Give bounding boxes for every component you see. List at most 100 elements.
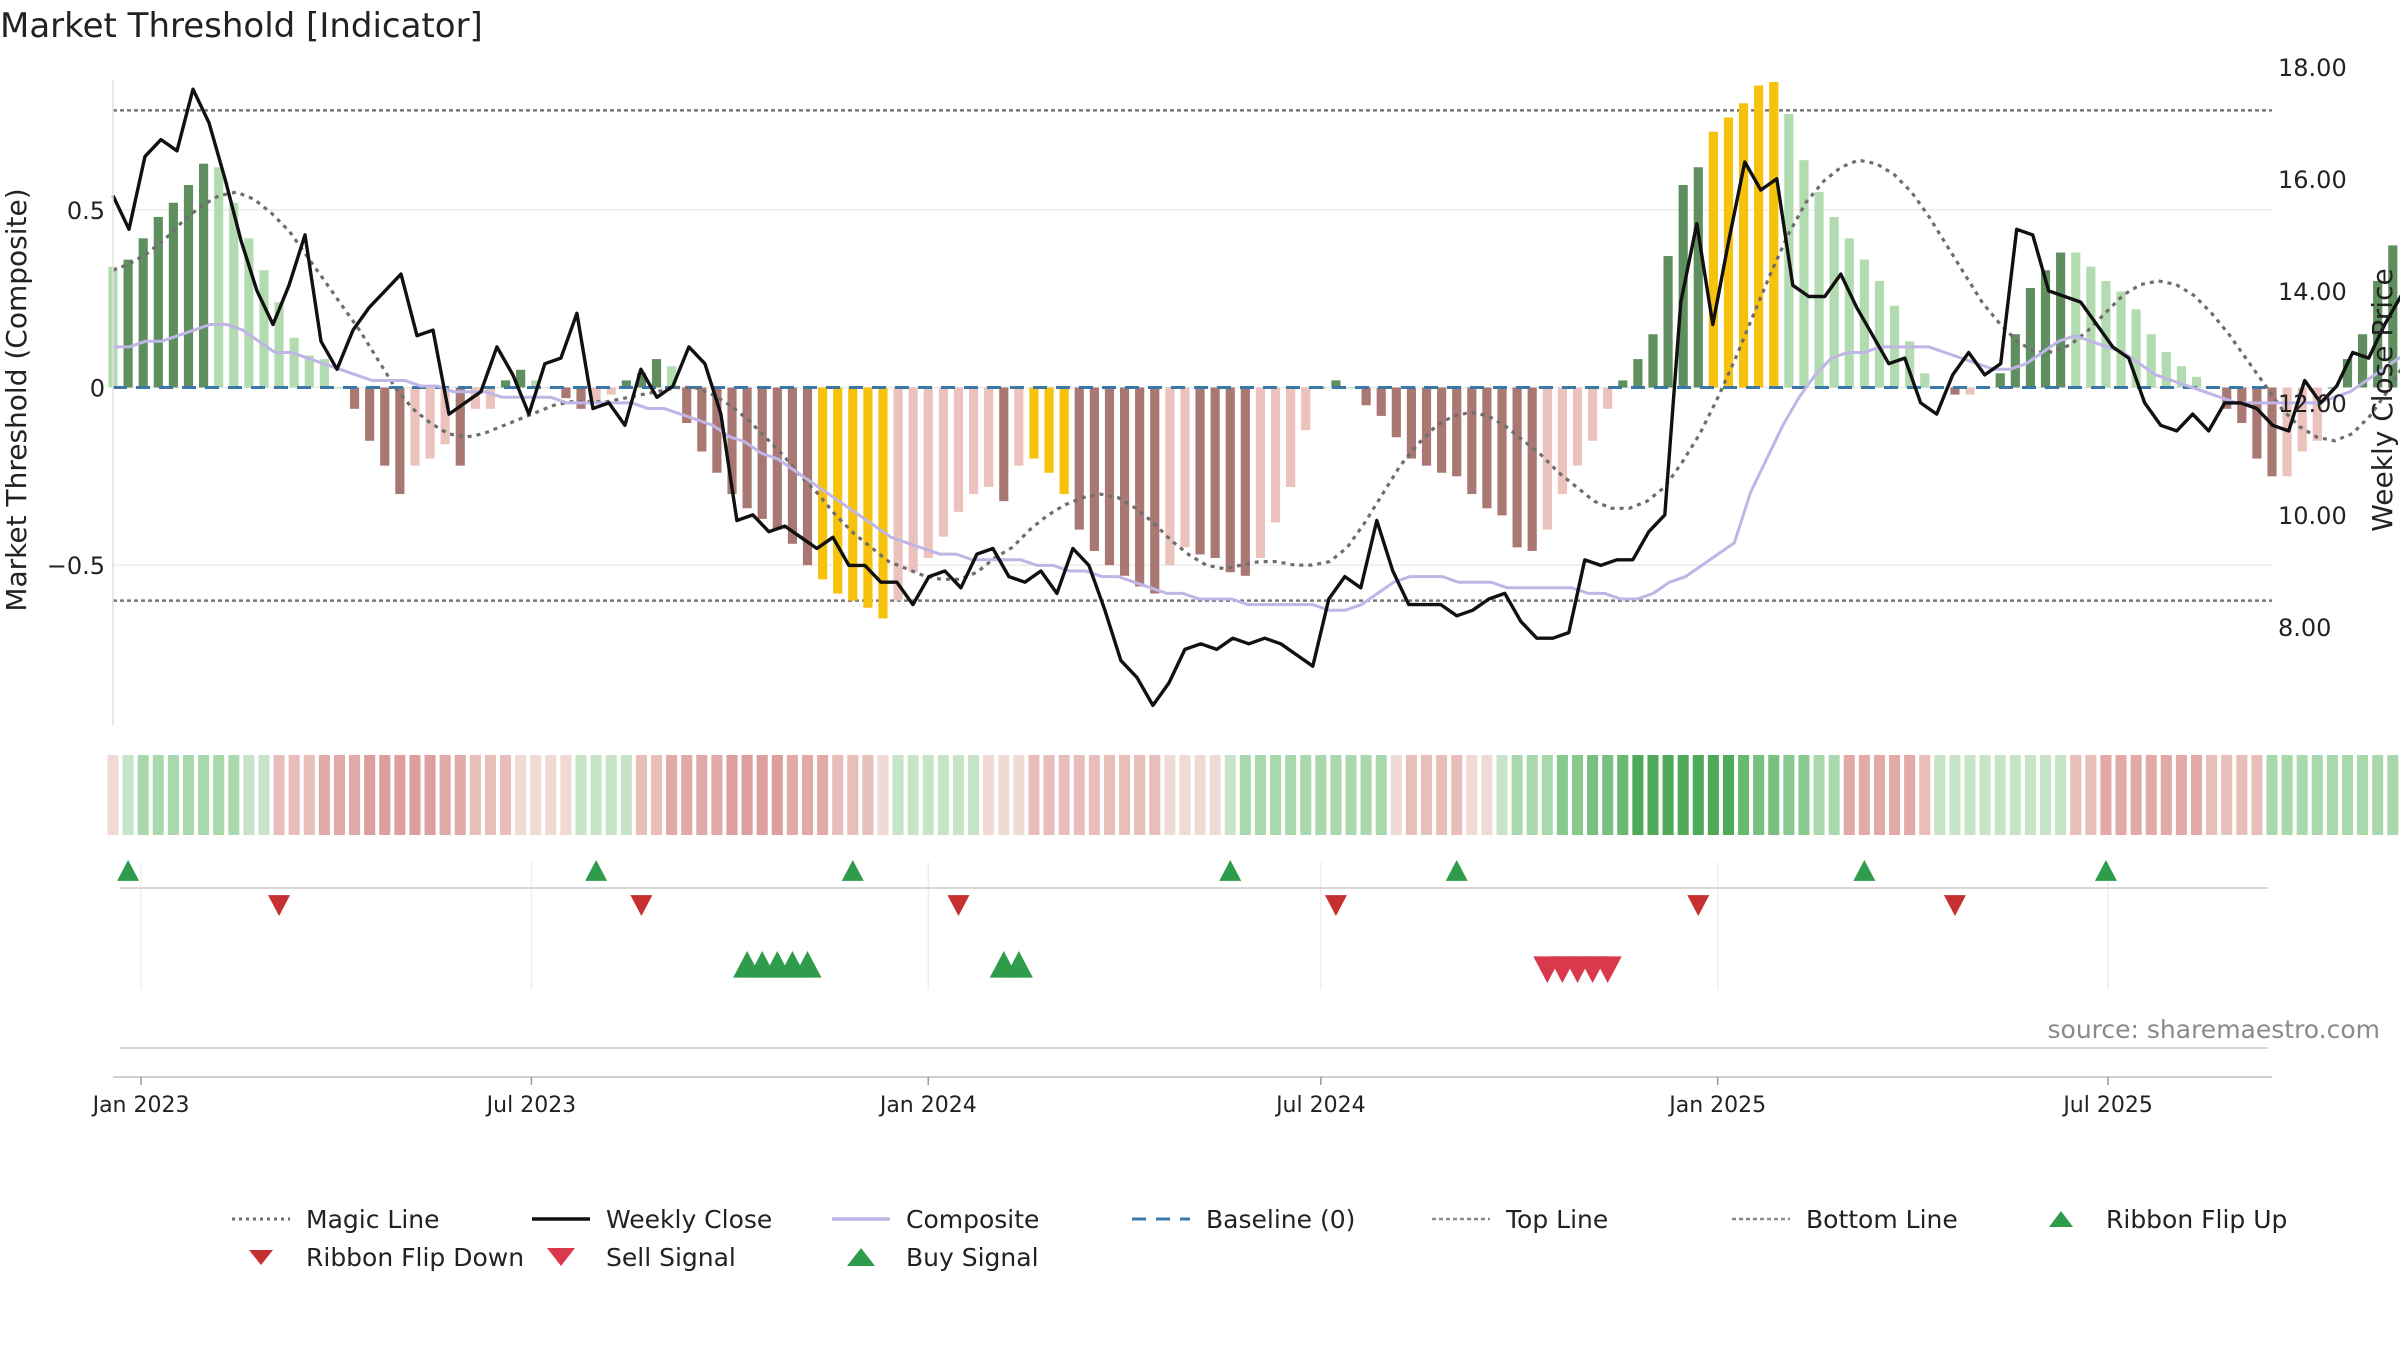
composite-bar <box>2040 270 2051 388</box>
y2-tick-label: 14.00 <box>2278 278 2347 306</box>
composite-bar <box>1497 387 1507 516</box>
composite-bar <box>1965 387 1975 395</box>
ribbon-cell <box>1390 755 1402 835</box>
legend-item-buy-signal: Buy Signal <box>830 1238 1130 1276</box>
ribbon-cell <box>681 755 693 835</box>
ribbon-cell <box>1707 755 1719 835</box>
composite-bar <box>848 387 858 601</box>
legend-label: Composite <box>906 1204 1040 1234</box>
ribbon-cell <box>545 755 557 835</box>
y2-tick-label: 12.00 <box>2278 390 2347 418</box>
composite-bar <box>1104 387 1115 566</box>
ribbon-cell <box>1904 755 1916 835</box>
ribbon-cell <box>1134 755 1146 835</box>
ribbon-cell <box>1466 755 1478 835</box>
ribbon-cell <box>1375 755 1387 835</box>
triangle-up-icon <box>2049 1211 2073 1227</box>
composite-bar <box>2056 252 2066 388</box>
composite-bar <box>1648 334 1658 388</box>
composite-bar <box>667 366 677 388</box>
composite-bar <box>2252 387 2262 459</box>
composite-bar <box>410 387 420 466</box>
ribbon-cell <box>364 755 376 835</box>
composite-bar <box>1633 359 1643 388</box>
composite-bar <box>1044 387 1054 473</box>
ribbon-cell <box>1330 755 1342 835</box>
composite-bar <box>984 387 994 487</box>
ribbon-cell <box>892 755 904 835</box>
ribbon-flip-up-marker <box>1853 860 1876 881</box>
ribbon-flip-down-marker <box>1687 895 1710 916</box>
ribbon-cell <box>167 755 179 835</box>
ribbon-cell <box>1058 755 1070 835</box>
ribbon-cell <box>877 755 889 835</box>
composite-bar <box>1542 387 1552 530</box>
composite-bar <box>1799 160 1809 388</box>
composite-bar <box>334 387 345 389</box>
ribbon-cell <box>968 755 980 835</box>
composite-bar <box>138 238 148 388</box>
ribbon-cell <box>575 755 587 835</box>
threshold-lines <box>113 109 2272 602</box>
composite-bar <box>1406 387 1417 459</box>
ribbon-cell <box>1496 755 1508 835</box>
ribbon-cell <box>862 755 874 835</box>
composite-bar <box>516 369 526 388</box>
composite-bar <box>893 387 903 601</box>
composite-bar <box>1754 85 1764 388</box>
ribbon-cell <box>666 755 678 835</box>
ribbon-cell <box>2190 755 2203 835</box>
ribbon-cell <box>379 755 391 835</box>
composite-bar <box>395 387 405 495</box>
ribbon-cell <box>1420 755 1433 835</box>
composite-bar <box>1089 387 1099 551</box>
ribbon-cell <box>741 755 753 835</box>
composite-bar <box>2327 387 2337 389</box>
legend-item-composite: Composite <box>830 1200 1130 1238</box>
composite-bar <box>1346 387 1356 389</box>
ribbon-cell <box>1873 755 1885 835</box>
ribbon-cell <box>1360 755 1372 835</box>
ribbon-cell <box>1813 755 1825 835</box>
ribbon-cell <box>605 755 617 835</box>
composite-bar <box>1119 387 1130 576</box>
legend-row-1: Magic Line Weekly Close Composite Baseli… <box>230 1200 2330 1238</box>
composite-bar <box>1270 387 1281 523</box>
composite-bar <box>878 387 888 619</box>
ribbon-cell <box>333 755 346 835</box>
ribbon-cell <box>1994 755 2006 835</box>
ribbon-cell <box>2085 755 2097 835</box>
ribbon-cell <box>1647 755 1659 835</box>
composite-bar <box>380 387 390 466</box>
composite-bar <box>1920 373 1930 388</box>
ribbon-cell <box>1345 755 1357 835</box>
composite-bar <box>2267 387 2277 477</box>
ribbon-cell <box>1149 755 1161 835</box>
ribbon-cell <box>1692 755 1704 835</box>
ribbon-flip-up-marker <box>841 860 864 881</box>
ribbon-cell <box>847 755 859 835</box>
buy-signal-marker <box>1004 951 1033 978</box>
composite-bar <box>2071 252 2081 388</box>
legend-label: Top Line <box>1506 1204 1609 1234</box>
composite-bar <box>1150 387 1160 594</box>
ribbon-cell <box>2070 755 2082 835</box>
ribbon-cell <box>2311 755 2323 835</box>
legend-label: Ribbon Flip Down <box>306 1242 525 1272</box>
ribbon-cell <box>1934 755 1946 835</box>
x-tick-label: Jul 2023 <box>485 1093 577 1118</box>
ribbon-cell <box>696 755 708 835</box>
ribbon-cell <box>635 755 647 835</box>
composite-bar <box>697 387 707 452</box>
composite-bar <box>1693 167 1703 388</box>
composite-bar <box>606 387 616 395</box>
composite-bar <box>2388 245 2398 388</box>
ribbon-cell <box>409 755 421 835</box>
composite-bar <box>500 380 511 388</box>
ribbon-cell <box>1405 755 1417 835</box>
ribbon-cell <box>1164 755 1176 835</box>
composite-bar <box>1301 387 1311 431</box>
composite-bar <box>349 387 360 409</box>
ribbon <box>107 755 2399 835</box>
ribbon-cell <box>1919 755 1931 835</box>
